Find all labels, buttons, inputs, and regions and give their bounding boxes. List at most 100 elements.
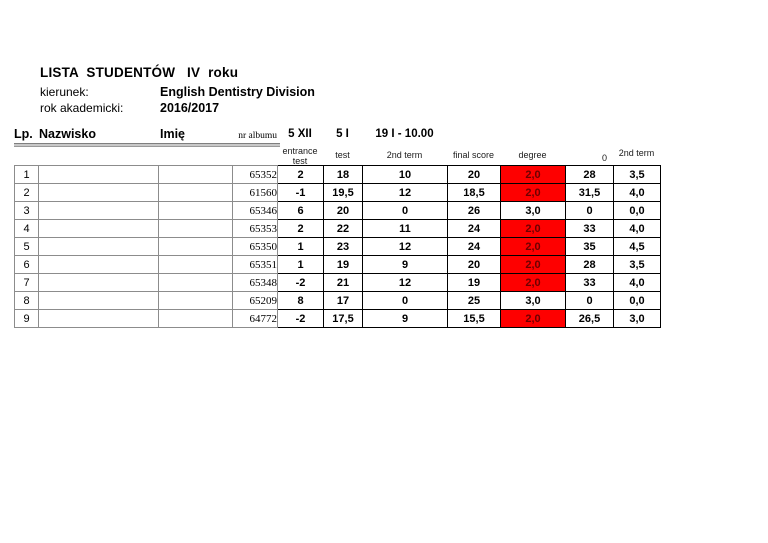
cell-test: 20 [323, 201, 363, 220]
cell-degree: 2,0 [500, 219, 566, 238]
cell-2nd-term: 12 [362, 273, 448, 292]
cell-nazwisko [38, 237, 159, 256]
cell-entrance-test: 8 [277, 291, 324, 310]
cell-zero-col: 0 [565, 291, 614, 310]
cell-nr-albumu: 65346 [232, 201, 278, 220]
page-title: LISTA STUDENTÓW IV roku [40, 65, 239, 80]
cell-zero-col: 26,5 [565, 309, 614, 328]
column-header-imie: Imię [160, 127, 186, 141]
cell-lp: 2 [14, 183, 39, 202]
cell-entrance-test: 2 [277, 219, 324, 238]
cell-2nd-term-grade: 3,0 [613, 309, 661, 328]
table-row: 4 65353 2 22 11 24 2,0 33 4,0 [14, 219, 661, 238]
cell-nr-albumu: 61560 [232, 183, 278, 202]
cell-imie [158, 309, 233, 328]
table-row: 3 65346 6 20 0 26 3,0 0 0,0 [14, 201, 661, 220]
cell-nazwisko [38, 273, 159, 292]
cell-lp: 4 [14, 219, 39, 238]
cell-2nd-term-grade: 3,5 [613, 165, 661, 184]
table-row: 6 65351 1 19 9 20 2,0 28 3,5 [14, 255, 661, 274]
cell-final-score: 18,5 [447, 183, 501, 202]
cell-final-score: 25 [447, 291, 501, 310]
header-underline [14, 143, 280, 147]
cell-2nd-term: 0 [362, 201, 448, 220]
cell-2nd-term: 12 [362, 237, 448, 256]
cell-2nd-term: 9 [362, 309, 448, 328]
cell-entrance-test: 2 [277, 165, 324, 184]
table-row: 9 64772 -2 17,5 9 15,5 2,0 26,5 3,0 [14, 309, 661, 328]
cell-lp: 8 [14, 291, 39, 310]
cell-2nd-term: 11 [362, 219, 448, 238]
cell-lp: 1 [14, 165, 39, 184]
cell-nr-albumu: 65351 [232, 255, 278, 274]
cell-entrance-test: -2 [277, 273, 324, 292]
cell-entrance-test: 1 [277, 255, 324, 274]
table-row: 2 61560 -1 19,5 12 18,5 2,0 31,5 4,0 [14, 183, 661, 202]
cell-degree: 3,0 [500, 291, 566, 310]
subheader-2nd-term: 2nd term [386, 150, 423, 160]
cell-final-score: 24 [447, 237, 501, 256]
subheader-entrance-test: entrance test [282, 146, 318, 166]
cell-lp: 6 [14, 255, 39, 274]
cell-final-score: 20 [447, 255, 501, 274]
cell-test: 19 [323, 255, 363, 274]
cell-degree: 2,0 [500, 165, 566, 184]
cell-entrance-test: 1 [277, 237, 324, 256]
cell-zero-col: 0 [565, 201, 614, 220]
cell-lp: 7 [14, 273, 39, 292]
subheader-zero: 0 [601, 153, 607, 163]
cell-2nd-term-grade: 0,0 [613, 291, 661, 310]
cell-test: 19,5 [323, 183, 363, 202]
cell-2nd-term-grade: 4,0 [613, 273, 661, 292]
cell-zero-col: 35 [565, 237, 614, 256]
cell-2nd-term-grade: 0,0 [613, 201, 661, 220]
column-header-lp: Lp. [14, 127, 33, 141]
cell-entrance-test: 6 [277, 201, 324, 220]
cell-nr-albumu: 65352 [232, 165, 278, 184]
cell-imie [158, 219, 233, 238]
cell-zero-col: 33 [565, 273, 614, 292]
field-value-rok-akademicki: 2016/2017 [160, 101, 220, 115]
cell-test: 18 [323, 165, 363, 184]
cell-nazwisko [38, 219, 159, 238]
cell-zero-col: 31,5 [565, 183, 614, 202]
cell-lp: 3 [14, 201, 39, 220]
cell-entrance-test: -1 [277, 183, 324, 202]
column-header-nr-albumu: nr albumu [238, 131, 277, 141]
field-label-rok-akademicki: rok akademicki: [40, 101, 124, 115]
cell-imie [158, 183, 233, 202]
column-header-nazwisko: Nazwisko [39, 127, 96, 141]
table-row: 7 65348 -2 21 12 19 2,0 33 4,0 [14, 273, 661, 292]
cell-degree: 2,0 [500, 255, 566, 274]
subheader-degree: degree [518, 150, 547, 160]
cell-nazwisko [38, 183, 159, 202]
cell-nazwisko [38, 165, 159, 184]
cell-nazwisko [38, 201, 159, 220]
table-row: 8 65209 8 17 0 25 3,0 0 0,0 [14, 291, 661, 310]
cell-nr-albumu: 64772 [232, 309, 278, 328]
cell-nr-albumu: 65209 [232, 291, 278, 310]
cell-degree: 2,0 [500, 309, 566, 328]
cell-test: 23 [323, 237, 363, 256]
cell-final-score: 15,5 [447, 309, 501, 328]
cell-lp: 9 [14, 309, 39, 328]
cell-imie [158, 291, 233, 310]
cell-2nd-term: 0 [362, 291, 448, 310]
cell-nr-albumu: 65353 [232, 219, 278, 238]
cell-2nd-term-grade: 3,5 [613, 255, 661, 274]
cell-test: 17 [323, 291, 363, 310]
cell-2nd-term-grade: 4,0 [613, 219, 661, 238]
table-row: 1 65352 2 18 10 20 2,0 28 3,5 [14, 165, 661, 184]
cell-2nd-term-grade: 4,5 [613, 237, 661, 256]
cell-imie [158, 255, 233, 274]
cell-test: 22 [323, 219, 363, 238]
field-value-kierunek: English Dentistry Division [160, 85, 315, 99]
cell-zero-col: 33 [565, 219, 614, 238]
cell-test: 21 [323, 273, 363, 292]
cell-imie [158, 165, 233, 184]
cell-final-score: 26 [447, 201, 501, 220]
cell-degree: 2,0 [500, 237, 566, 256]
cell-nr-albumu: 65350 [232, 237, 278, 256]
cell-degree: 2,0 [500, 273, 566, 292]
cell-lp: 5 [14, 237, 39, 256]
